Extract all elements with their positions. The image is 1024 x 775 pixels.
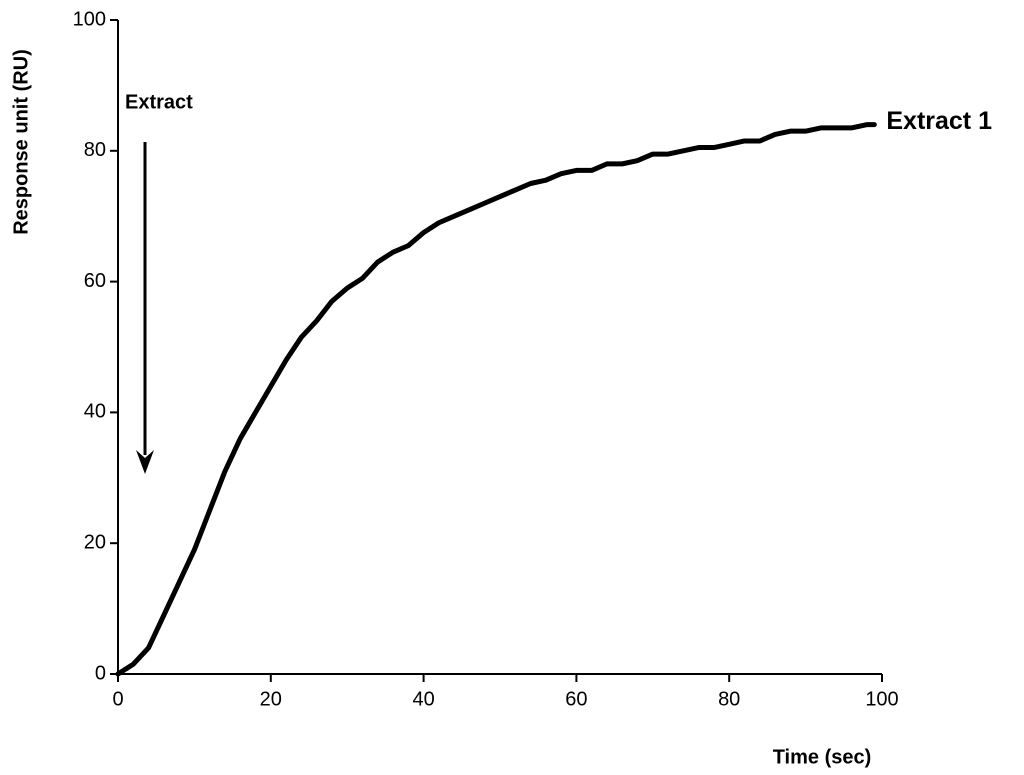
y-tick-label: 100 xyxy=(73,8,106,30)
x-tick-label: 80 xyxy=(718,688,740,710)
series-label: Extract 1 xyxy=(886,107,992,135)
annotation: Extract xyxy=(125,91,193,113)
arrow-head xyxy=(136,450,154,474)
y-tick-label: 40 xyxy=(84,401,106,423)
x-axis-label: Time (sec) xyxy=(773,746,872,768)
x-tick-label: 100 xyxy=(865,688,898,710)
y-axis-label: Response unit (RU) xyxy=(10,49,32,235)
x-tick-label: 20 xyxy=(260,688,282,710)
x-tick-label: 0 xyxy=(112,688,123,710)
data-line xyxy=(115,122,877,677)
y-tick-label: 80 xyxy=(84,139,106,161)
y-tick-label: 20 xyxy=(84,531,106,553)
y-tick-label: 60 xyxy=(84,270,106,292)
x-tick-label: 40 xyxy=(412,688,434,710)
y-tick-label: 0 xyxy=(95,662,106,684)
x-tick-label: 60 xyxy=(565,688,587,710)
